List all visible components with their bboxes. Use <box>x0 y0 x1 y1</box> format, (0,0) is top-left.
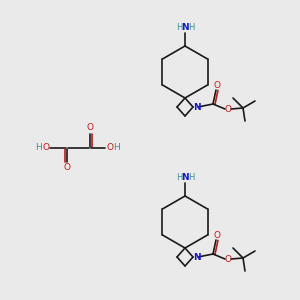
Text: N: N <box>193 103 201 112</box>
Text: N: N <box>181 23 189 32</box>
Text: H: H <box>176 173 182 182</box>
Text: N: N <box>193 253 201 262</box>
Text: O: O <box>43 143 50 152</box>
Text: H: H <box>188 173 194 182</box>
Text: O: O <box>64 164 70 172</box>
Text: O: O <box>224 106 232 115</box>
Text: H: H <box>176 23 182 32</box>
Text: O: O <box>214 80 220 89</box>
Text: N: N <box>181 173 189 182</box>
Text: O: O <box>86 124 94 133</box>
Text: H: H <box>36 143 42 152</box>
Text: O: O <box>214 230 220 239</box>
Text: H: H <box>114 143 120 152</box>
Text: H: H <box>188 23 194 32</box>
Text: O: O <box>106 143 113 152</box>
Text: O: O <box>224 256 232 265</box>
